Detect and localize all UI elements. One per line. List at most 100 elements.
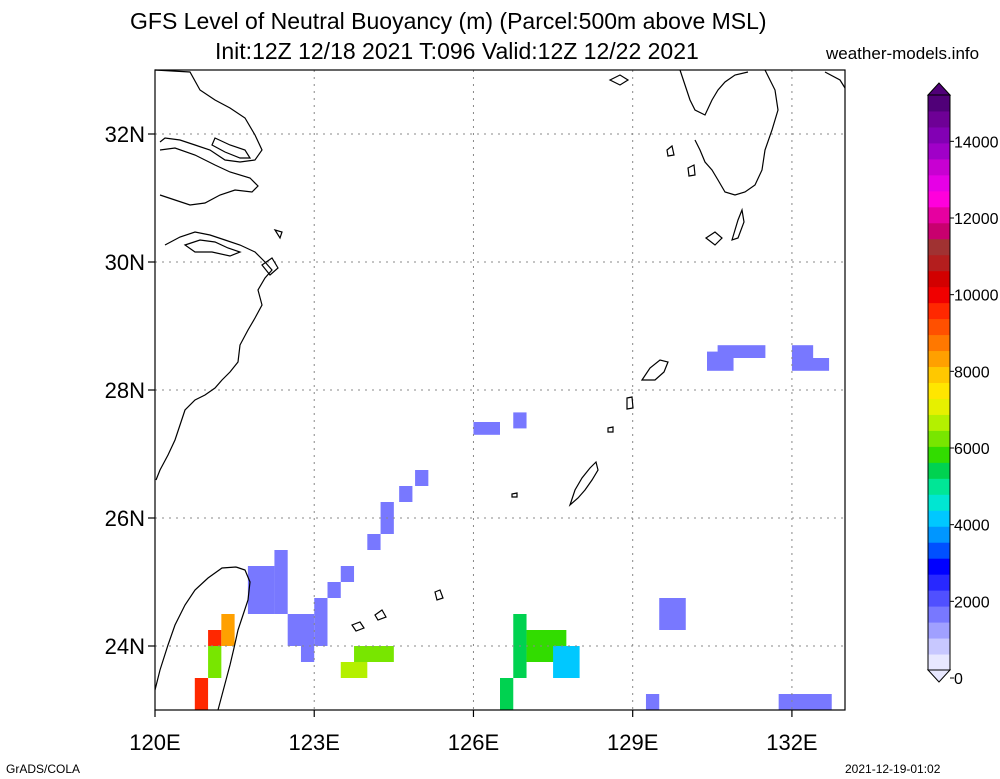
goto-islands (666, 144, 696, 177)
site-credit: weather-models.info (826, 44, 980, 63)
data-cell (300, 646, 315, 662)
colorbar-min-arrow (926, 669, 952, 683)
lat-tick-label: 28N (105, 378, 145, 403)
data-cell (717, 345, 766, 358)
colorbar-label: 12000 (954, 211, 999, 228)
colorbar-segment (928, 318, 950, 336)
small-island-1 (434, 589, 444, 601)
data-cell (659, 598, 686, 630)
data-cell (473, 422, 500, 435)
data-cell (327, 582, 341, 598)
data-cell (314, 598, 328, 646)
kyushu-coastline (679, 69, 779, 196)
colorbar-segment (928, 366, 950, 383)
colorbar-label: 10000 (954, 288, 999, 305)
data-cell (340, 662, 368, 678)
colorbar-segment (928, 350, 950, 368)
coastlines (154, 69, 846, 711)
data-cell (791, 358, 830, 371)
colorbar-label: 2000 (954, 594, 990, 611)
okinawa-island (568, 460, 599, 507)
data-cell (645, 694, 660, 710)
colorbar-segment (928, 222, 950, 240)
colorbar-segment (928, 254, 950, 272)
colorbar-segment (928, 638, 950, 655)
colorbar-segment (928, 590, 950, 607)
yakushima-island (704, 231, 723, 246)
grid-lines (155, 70, 845, 710)
colorbar-segment (928, 238, 950, 256)
hangzhou-bay (183, 239, 242, 257)
lat-tick-label: 32N (105, 122, 145, 147)
data-cell (791, 345, 814, 358)
data-cell (415, 470, 429, 486)
colorbar-segment (928, 110, 950, 128)
china-coastline (154, 69, 273, 481)
western-islands (261, 228, 283, 276)
lat-tick-label: 24N (105, 634, 145, 659)
data-cell (399, 486, 413, 502)
data-cell (340, 566, 355, 582)
colorbar-segment (928, 334, 950, 352)
lat-tick-label: 26N (105, 506, 145, 531)
data-cell (274, 550, 288, 614)
colorbar-segment (928, 414, 950, 431)
north-islands (608, 71, 846, 89)
taiwan-coastline (154, 566, 251, 711)
colorbar-segment (928, 542, 950, 559)
data-cell (778, 694, 832, 710)
lat-tick-label: 30N (105, 250, 145, 275)
shaded-cells (194, 345, 832, 710)
colorbar-segment (928, 574, 950, 591)
lon-tick-label: 132E (766, 730, 817, 755)
colorbar-segment (928, 382, 950, 399)
colorbar-segment (928, 558, 950, 575)
yangtze-estuary (211, 137, 252, 159)
colorbar-segment (928, 478, 950, 495)
colorbar-segment (928, 206, 950, 224)
colorbar-segment (928, 270, 950, 288)
colorbar-outline (927, 94, 951, 671)
colorbar: 0 2000 4000 6000 8000 10000 12000 14000 (926, 82, 999, 688)
lon-tick-label: 129E (607, 730, 658, 755)
tanegashima-island (731, 207, 745, 241)
longitude-axis: 120E 123E 126E 129E 132E (129, 710, 818, 755)
colorbar-segment (928, 622, 950, 639)
colorbar-segment (928, 606, 950, 623)
data-cell (367, 534, 381, 550)
lon-tick-label: 126E (448, 730, 499, 755)
small-island-4 (607, 426, 614, 433)
latitude-axis: 24N 26N 28N 30N 32N (105, 122, 155, 659)
colorbar-label: 8000 (954, 364, 990, 381)
data-cell (208, 630, 222, 646)
data-cell (500, 678, 514, 710)
colorbar-segment (928, 462, 950, 479)
data-cell (513, 412, 527, 429)
data-cell (221, 614, 235, 646)
colorbar-segment (928, 494, 950, 511)
miyako-island (351, 621, 365, 632)
data-cell (553, 646, 580, 678)
colorbar-segment (928, 430, 950, 447)
colorbar-label: 14000 (954, 134, 999, 151)
colorbar-segment (928, 398, 950, 415)
colorbar-segment (928, 286, 950, 304)
colorbar-segment (928, 510, 950, 527)
title-line-1: GFS Level of Neutral Buoyancy (m) (Parce… (130, 8, 767, 34)
colorbar-segment (928, 446, 950, 463)
colorbar-label: 4000 (954, 518, 990, 535)
colorbar-segment (928, 95, 950, 112)
colorbar-segment (928, 190, 950, 208)
colorbar-label: 0 (954, 671, 963, 688)
colorbar-max-arrow (926, 82, 952, 96)
data-cell (208, 646, 222, 678)
ishigaki-island (374, 609, 387, 621)
data-cell (194, 678, 209, 710)
amami-island (640, 359, 669, 381)
colorbar-segment (928, 654, 950, 671)
colorbar-segment (928, 174, 950, 192)
colorbar-segment (928, 142, 950, 160)
colorbar-label: 6000 (954, 441, 990, 458)
data-cell (354, 646, 394, 662)
